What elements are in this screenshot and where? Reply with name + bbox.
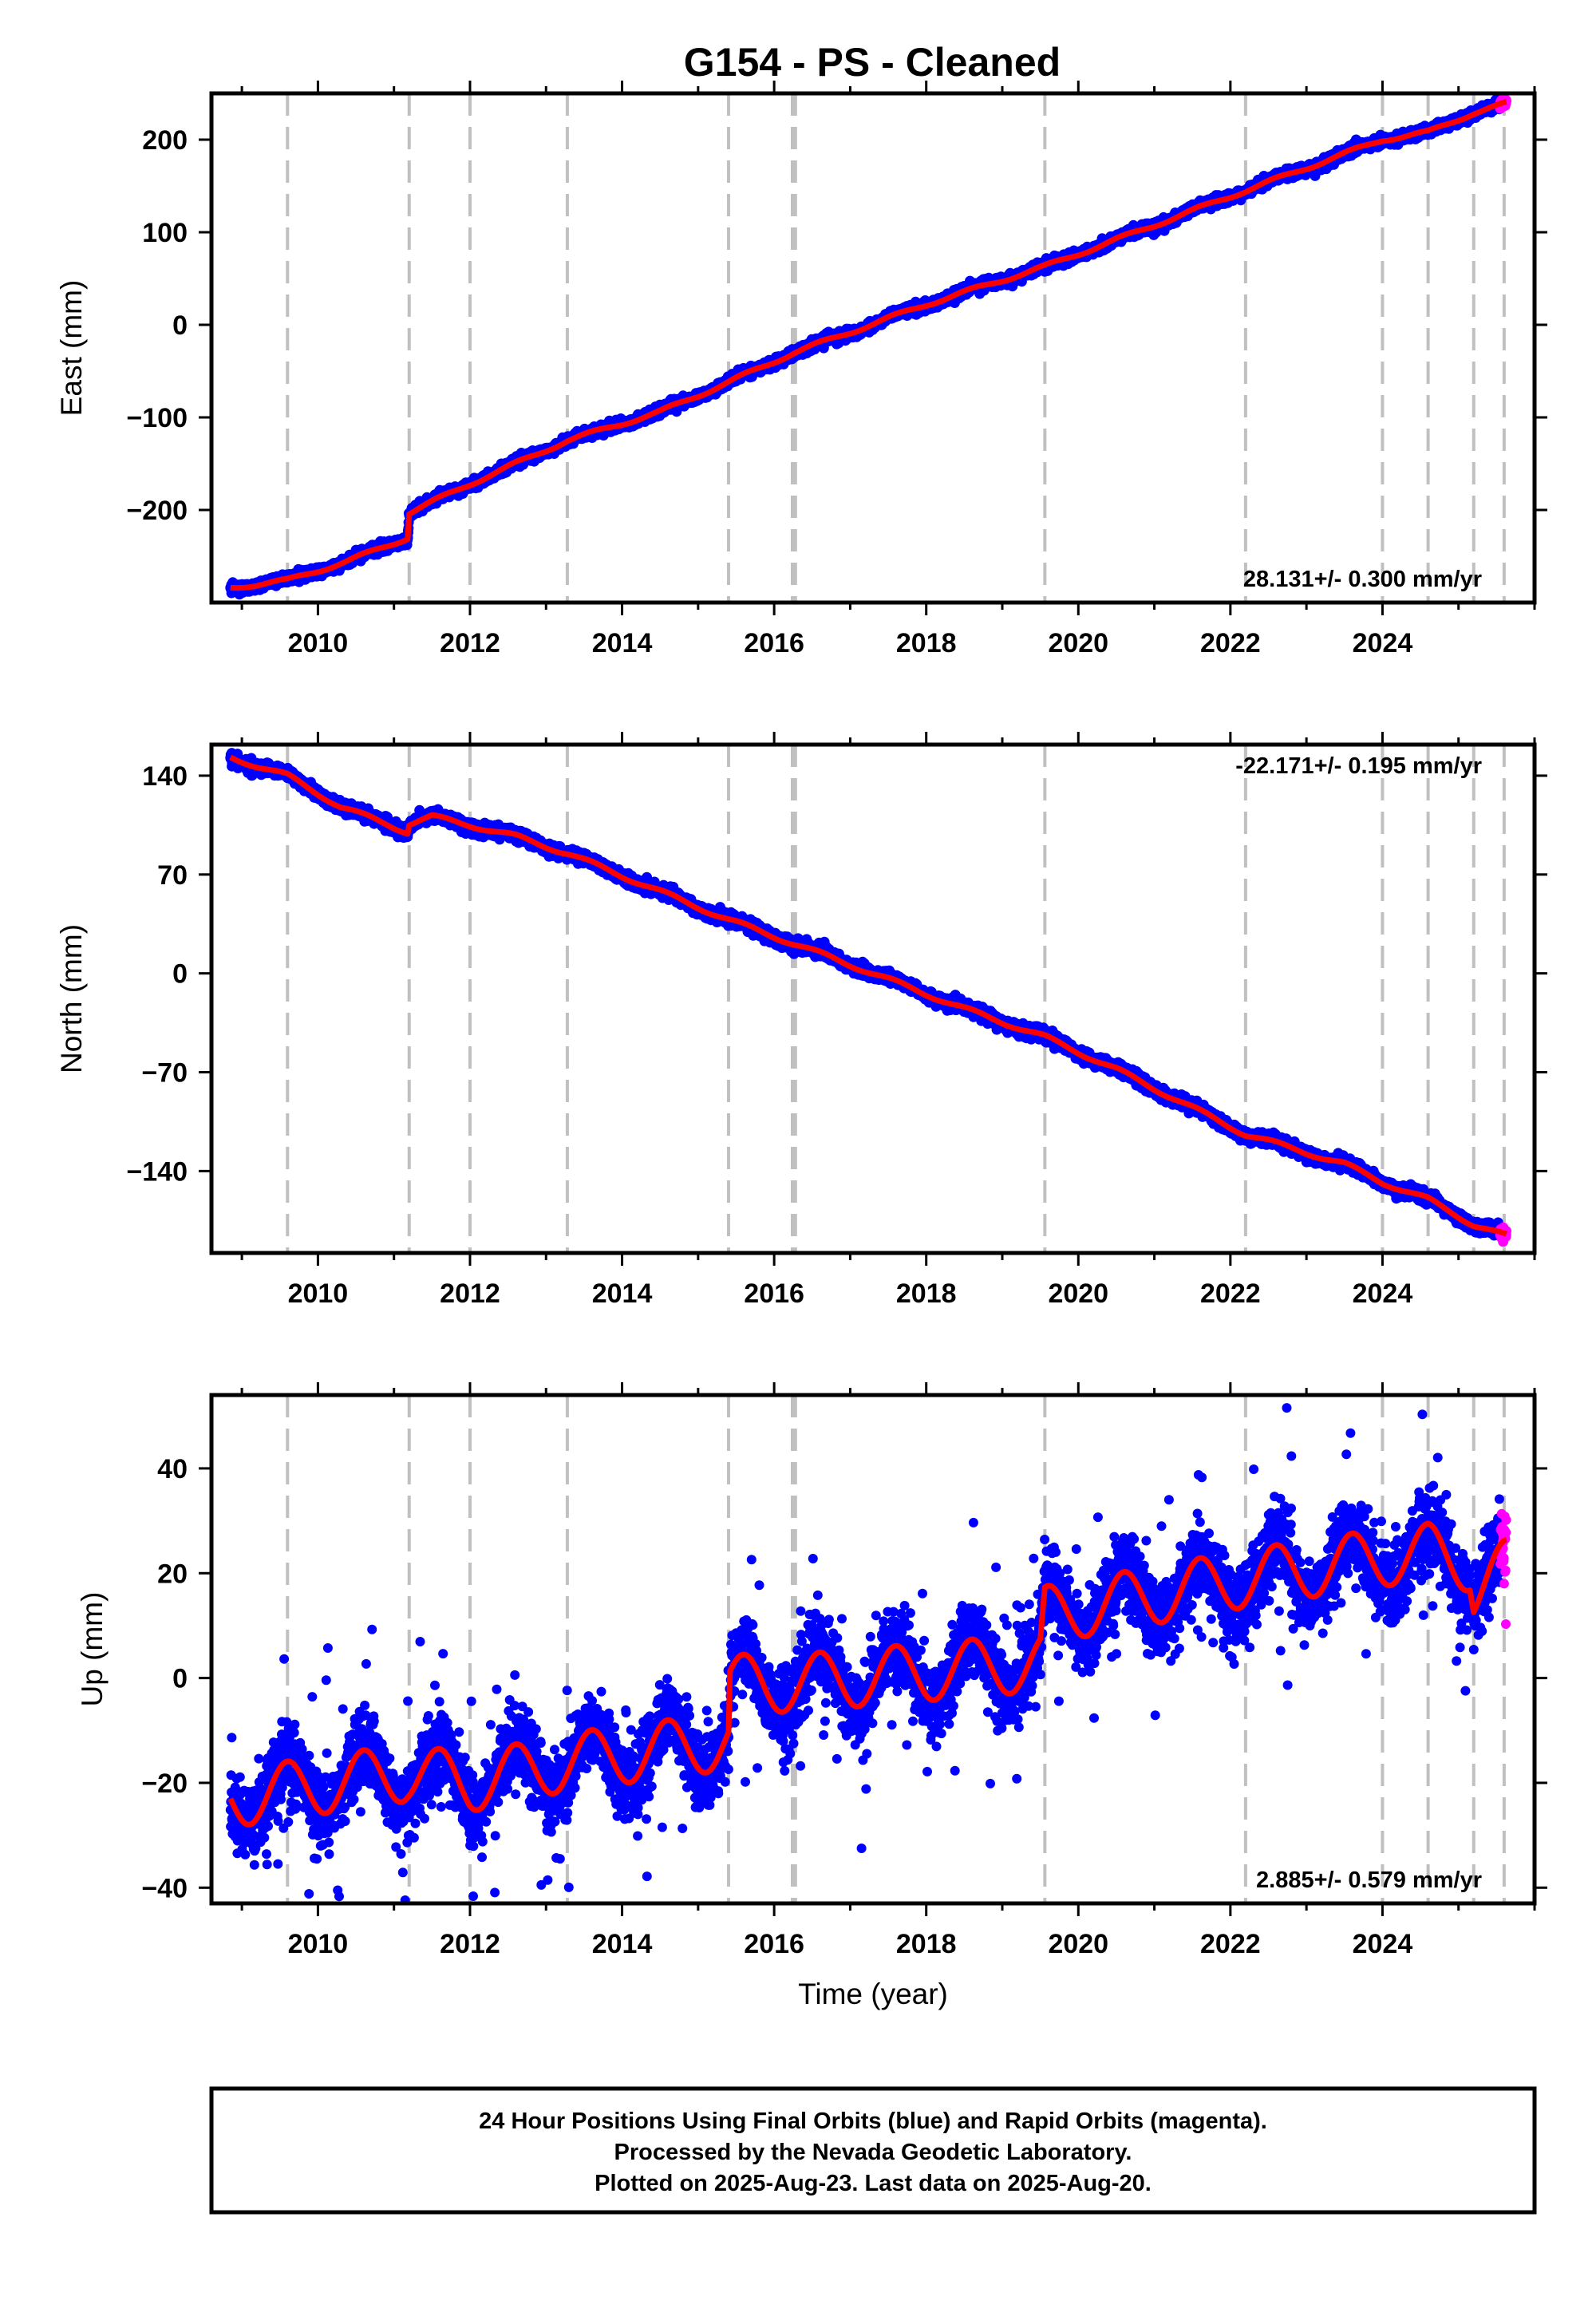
chart-panels: 2010 2012 2014 2016 2018 2020 2022 2024−200−100…: [55, 81, 1547, 2010]
event-lines: [286, 93, 1506, 603]
chart-title: G154 - PS - Cleaned: [684, 40, 1061, 85]
panel-east: 2010 2012 2014 2016 2018 2020 2022 2024−200−100…: [55, 81, 1547, 658]
